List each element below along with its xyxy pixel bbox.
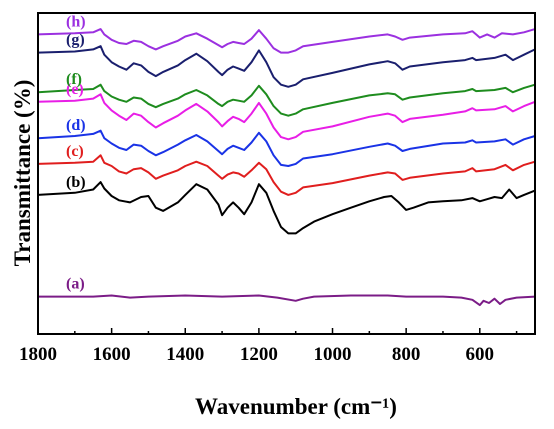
series-label-4: (e): [66, 81, 84, 98]
x-tick-label-6: 600: [466, 344, 495, 365]
series-label-0: (a): [66, 276, 85, 293]
series-label-6: (g): [66, 32, 85, 49]
x-tick-label-4: 1000: [314, 344, 352, 365]
series-label-2: (c): [66, 143, 84, 160]
series-line-5: [37, 83, 536, 117]
series-label-layer: (a) (b) (c) (d) (e)(f) (g) (h): [66, 13, 86, 292]
series-layer: [37, 28, 536, 307]
series-line-6: [37, 45, 536, 88]
x-tick-label-2: 1400: [166, 344, 204, 365]
x-tick-label-5: 800: [392, 344, 421, 365]
series-line-2: [37, 154, 536, 196]
x-tick-label-3: 1200: [240, 344, 278, 365]
series-line-4: [37, 93, 536, 141]
series-label-5: (f): [66, 71, 82, 88]
series-label-1: (b): [66, 174, 86, 191]
series-line-7: [37, 28, 536, 54]
x-axis-title: Wavenumber (cm⁻¹): [195, 394, 397, 419]
x-tick-label-0: 1800: [19, 344, 57, 365]
series-line-0: [37, 294, 536, 307]
series-label-7: (h): [66, 13, 86, 30]
x-tick-layer: 1800 1600 1400 1200 1000 800 600: [19, 328, 518, 365]
series-line-1: [37, 181, 536, 235]
y-axis-title: Transmittance (%): [10, 80, 35, 267]
series-line-3: [37, 129, 536, 167]
plot-frame: [37, 12, 536, 335]
x-tick-label-1: 1600: [93, 344, 131, 365]
series-label-3: (d): [66, 117, 86, 134]
